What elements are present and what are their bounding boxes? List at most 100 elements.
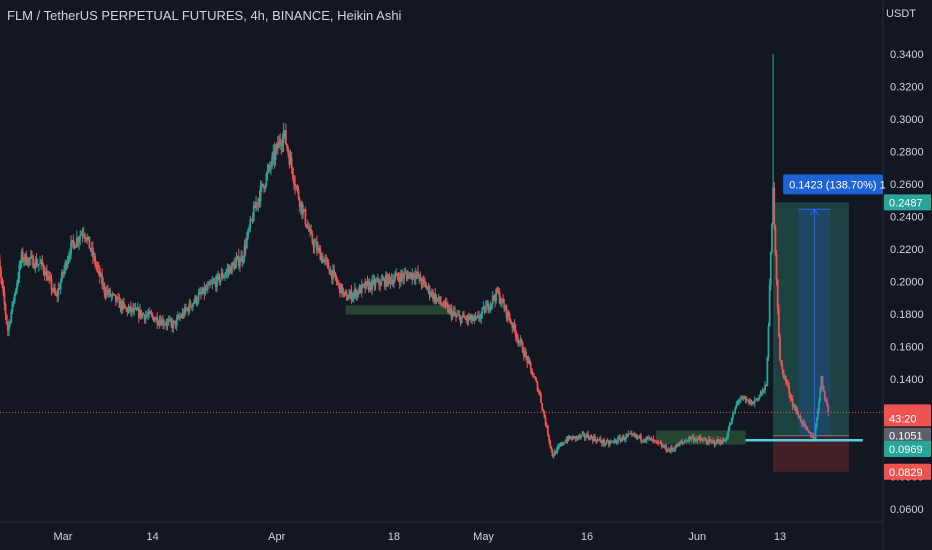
- candle-body: [468, 318, 471, 320]
- candle-body: [174, 320, 177, 326]
- candle-body: [717, 439, 719, 443]
- candle-body: [1, 277, 4, 285]
- candle-body: [820, 376, 823, 389]
- candle-body: [375, 281, 378, 283]
- candle-body: [278, 140, 280, 148]
- candle-body: [18, 265, 21, 279]
- candle-body: [444, 301, 447, 304]
- candle-body: [412, 273, 415, 278]
- candle-body: [529, 362, 532, 369]
- candle-body: [122, 302, 125, 306]
- candle-body: [316, 242, 318, 251]
- price-tick-label: 0.3400: [890, 49, 924, 61]
- candle-body: [306, 227, 309, 229]
- candle-body: [237, 255, 240, 266]
- candle-body: [8, 323, 10, 331]
- candle-body: [253, 205, 256, 209]
- candle-body: [425, 283, 427, 289]
- candle-body: [519, 339, 522, 342]
- candle-body: [112, 293, 115, 295]
- candle-body: [37, 264, 40, 266]
- candle-body: [430, 291, 433, 295]
- candle-body: [784, 375, 787, 382]
- candle-body: [488, 308, 491, 311]
- candle-body: [147, 314, 149, 316]
- candle-body: [509, 317, 511, 322]
- candle-body: [165, 324, 168, 326]
- candle-body: [625, 434, 627, 439]
- candle-body: [527, 359, 530, 364]
- candle-body: [545, 425, 548, 427]
- candle-body: [186, 308, 188, 310]
- candle-body: [512, 322, 515, 328]
- candle-body: [305, 224, 308, 228]
- candle-body: [514, 329, 517, 337]
- candle-body: [551, 449, 554, 457]
- time-tick-label: May: [473, 531, 494, 543]
- candle-body: [823, 391, 826, 400]
- candle-body: [361, 284, 364, 286]
- candle-body: [676, 444, 679, 447]
- candle-body: [776, 279, 779, 309]
- candle-body: [571, 437, 573, 440]
- candle-body: [419, 274, 422, 282]
- candle-body: [273, 151, 276, 160]
- candle-body: [256, 202, 259, 205]
- candle-body: [660, 443, 663, 448]
- candle-body: [422, 278, 425, 281]
- candle-body: [183, 307, 186, 316]
- candle-body: [582, 433, 585, 435]
- candle-body: [521, 342, 524, 353]
- candle-body: [185, 307, 187, 310]
- candle-body: [365, 281, 368, 289]
- candle-body: [632, 433, 634, 435]
- candle-body: [234, 262, 237, 270]
- candle-body: [276, 143, 279, 148]
- long-position-stop-zone[interactable]: [773, 435, 849, 472]
- candle-body: [52, 288, 55, 291]
- candle-body: [602, 439, 604, 444]
- candle-body: [490, 303, 493, 305]
- candle-body: [704, 439, 707, 441]
- candle-body: [394, 275, 396, 280]
- candle-body: [168, 319, 171, 321]
- candle-body: [340, 284, 342, 294]
- candle-body: [609, 442, 611, 445]
- candle-body: [324, 258, 326, 260]
- candle-body: [758, 395, 761, 400]
- candle-body: [726, 435, 729, 440]
- candle-body: [787, 383, 789, 386]
- candle-body: [434, 293, 437, 302]
- candle-body: [574, 436, 577, 439]
- candle-body: [583, 433, 586, 438]
- candle-body: [145, 315, 148, 317]
- candle-body: [156, 317, 159, 325]
- candle-body: [320, 256, 323, 261]
- candle-body: [202, 287, 205, 294]
- candle-body: [675, 444, 678, 448]
- candle-body: [546, 425, 549, 436]
- candle-body: [179, 316, 182, 318]
- candle-body: [771, 223, 773, 253]
- candle-body: [162, 319, 164, 325]
- candle-body: [692, 436, 695, 442]
- price-label-stop-box: [884, 463, 931, 480]
- candle-body: [297, 189, 300, 199]
- consolidation-box[interactable]: [345, 305, 456, 315]
- candle-body: [661, 445, 664, 448]
- candle-body: [584, 437, 587, 439]
- candle-body: [785, 381, 788, 384]
- candle-body: [580, 435, 583, 437]
- candle-body: [559, 445, 562, 447]
- long-position-profit-zone[interactable]: [773, 202, 849, 436]
- candle-body: [665, 445, 668, 451]
- candle-body: [727, 430, 730, 436]
- candle-body: [581, 433, 584, 436]
- price-tick-label: 0.1600: [890, 342, 924, 354]
- candle-body: [198, 291, 201, 295]
- price-label-countdown-box: [884, 410, 931, 427]
- candle-body: [132, 308, 134, 312]
- candle-body: [93, 255, 95, 257]
- candle-body: [511, 323, 514, 328]
